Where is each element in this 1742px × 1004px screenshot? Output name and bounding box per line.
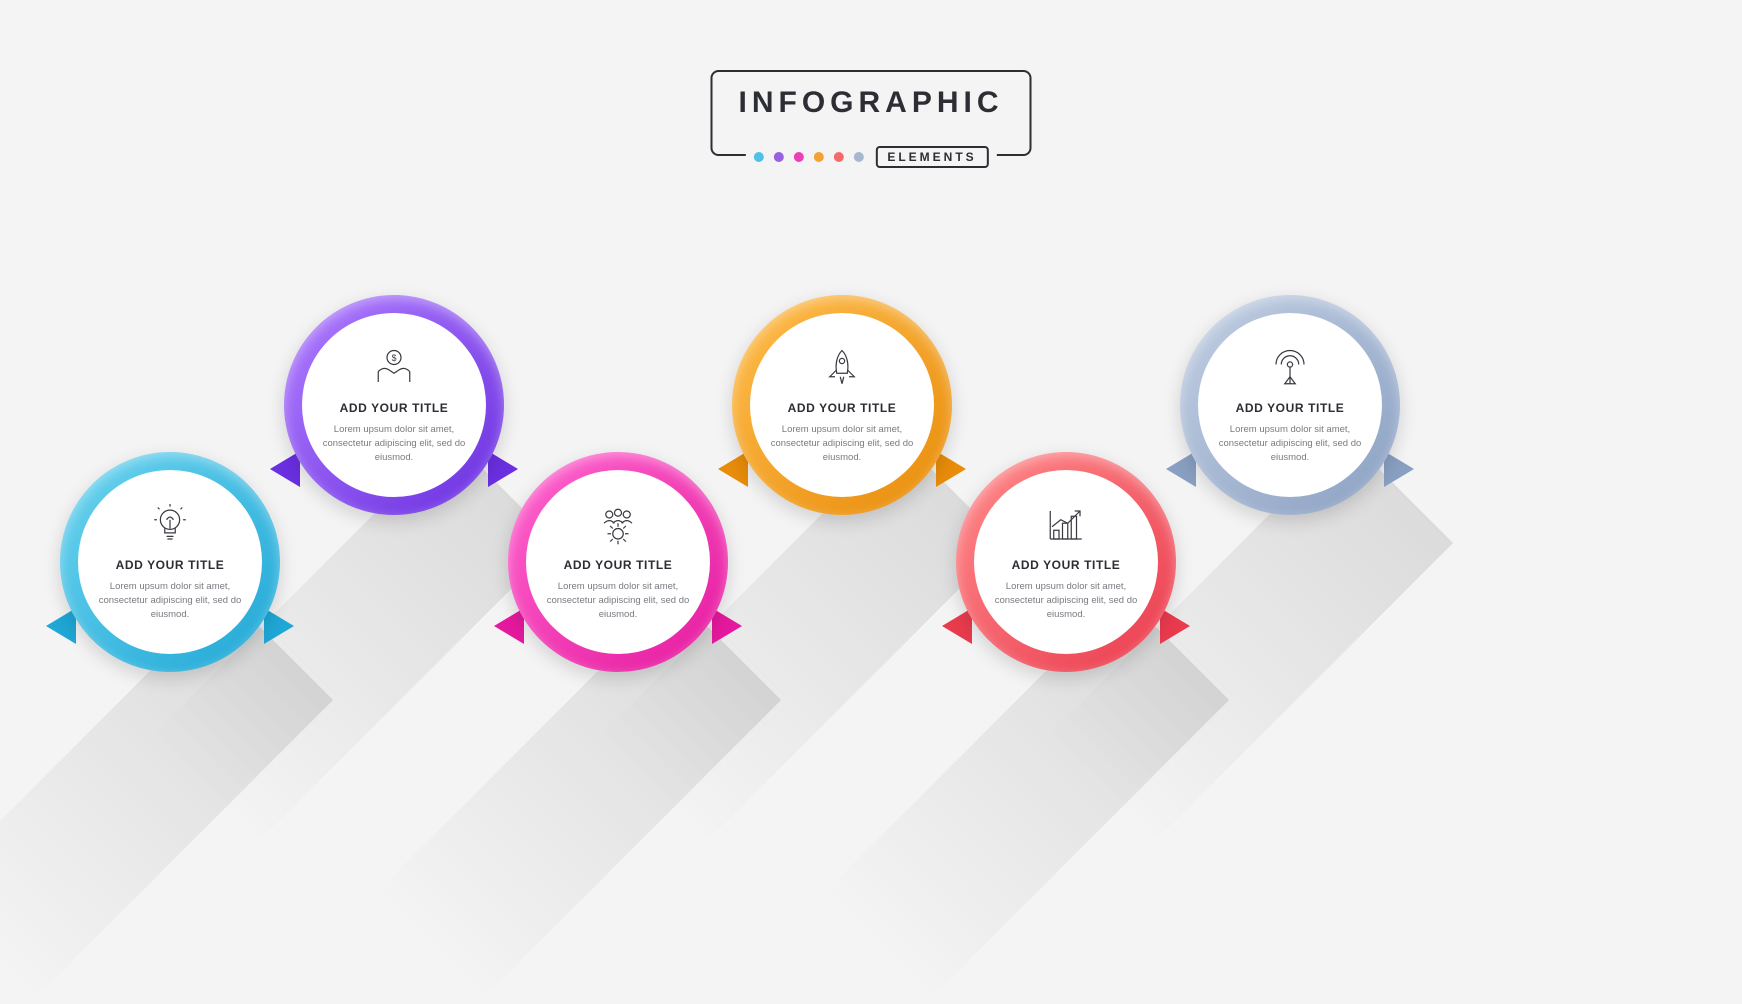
node-content: ADD YOUR TITLE Lorem upsum dolor sit amet… [1198, 313, 1382, 497]
ribbon-left [718, 451, 748, 487]
rocket-icon [819, 345, 865, 391]
node-content: ADD YOUR TITLE Lorem upsum dolor sit amet… [526, 470, 710, 654]
ribbon-left [942, 608, 972, 644]
node-body: Lorem upsum dolor sit amet, consectetur … [1216, 423, 1364, 466]
infographic-node-step-5: ADD YOUR TITLE Lorem upsum dolor sit amet… [956, 452, 1176, 672]
target-signal-icon [1267, 345, 1313, 391]
bar-chart-up-icon [1043, 502, 1089, 548]
infographic-node-step-2: ADD YOUR TITLE Lorem upsum dolor sit amet… [284, 295, 504, 515]
money-hands-icon [371, 345, 417, 391]
node-title: ADD YOUR TITLE [340, 401, 449, 415]
infographic-node-step-1: ADD YOUR TITLE Lorem upsum dolor sit amet… [60, 452, 280, 672]
node-body: Lorem upsum dolor sit amet, consectetur … [320, 423, 468, 466]
ribbon-left [494, 608, 524, 644]
ribbon-right [1160, 608, 1190, 644]
node-title: ADD YOUR TITLE [564, 558, 673, 572]
team-gear-icon [595, 502, 641, 548]
node-title: ADD YOUR TITLE [1012, 558, 1121, 572]
node-content: ADD YOUR TITLE Lorem upsum dolor sit amet… [750, 313, 934, 497]
ribbon-left [1166, 451, 1196, 487]
infographic-node-step-3: ADD YOUR TITLE Lorem upsum dolor sit amet… [508, 452, 728, 672]
ribbon-right [488, 451, 518, 487]
lightbulb-icon [147, 502, 193, 548]
infographic-node-step-6: ADD YOUR TITLE Lorem upsum dolor sit amet… [1180, 295, 1400, 515]
infographic-stage: ADD YOUR TITLE Lorem upsum dolor sit amet… [0, 0, 1742, 980]
node-body: Lorem upsum dolor sit amet, consectetur … [96, 580, 244, 623]
node-content: ADD YOUR TITLE Lorem upsum dolor sit amet… [302, 313, 486, 497]
node-title: ADD YOUR TITLE [788, 401, 897, 415]
node-body: Lorem upsum dolor sit amet, consectetur … [544, 580, 692, 623]
infographic-node-step-4: ADD YOUR TITLE Lorem upsum dolor sit amet… [732, 295, 952, 515]
ribbon-left [270, 451, 300, 487]
node-content: ADD YOUR TITLE Lorem upsum dolor sit amet… [78, 470, 262, 654]
node-body: Lorem upsum dolor sit amet, consectetur … [992, 580, 1140, 623]
ribbon-right [1384, 451, 1414, 487]
ribbon-right [936, 451, 966, 487]
node-title: ADD YOUR TITLE [116, 558, 225, 572]
ribbon-right [712, 608, 742, 644]
ribbon-left [46, 608, 76, 644]
node-body: Lorem upsum dolor sit amet, consectetur … [768, 423, 916, 466]
node-title: ADD YOUR TITLE [1236, 401, 1345, 415]
node-content: ADD YOUR TITLE Lorem upsum dolor sit amet… [974, 470, 1158, 654]
ribbon-right [264, 608, 294, 644]
